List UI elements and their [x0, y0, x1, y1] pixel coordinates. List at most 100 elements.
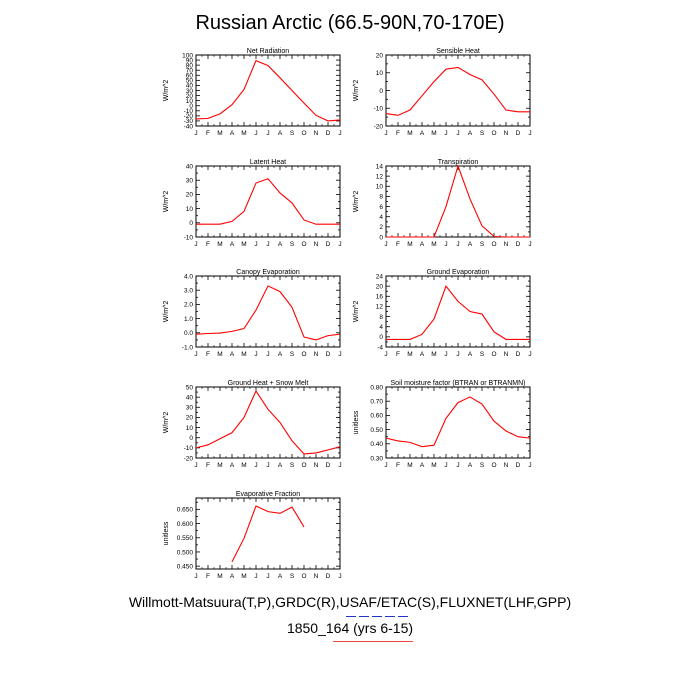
y-tick-label: 1.0 [184, 316, 193, 323]
x-tick-label: J [338, 130, 341, 137]
x-tick-label: M [431, 241, 436, 248]
x-tick-label: N [504, 241, 509, 248]
y-tick-label: 0.40 [370, 441, 383, 448]
y-axis-label: W/m^2 [163, 412, 170, 434]
x-tick-label: J [528, 351, 531, 358]
y-tick-label: 0.80 [370, 384, 383, 391]
chart-panel: Net Radiation W/m^2 -40-30-20-100102030405… [163, 48, 342, 137]
x-tick-label: F [396, 241, 400, 248]
y-axis-label: W/m^2 [163, 191, 170, 213]
x-tick-label: M [241, 573, 246, 580]
y-tick-label: 100 [182, 52, 193, 59]
x-tick-label: J [384, 130, 387, 137]
y-tick-label: 16 [376, 294, 384, 301]
x-tick-label: J [456, 241, 459, 248]
x-tick-label: N [314, 130, 319, 137]
y-tick-label: -10 [184, 445, 194, 452]
y-tick-label: 50 [186, 78, 194, 85]
y-tick-label: -4 [377, 344, 383, 351]
y-tick-label: 40 [186, 394, 194, 401]
panel-title: Canopy Evaporation [236, 269, 300, 276]
x-tick-label: M [217, 130, 222, 137]
legend-segment-blue [346, 616, 356, 617]
panel-title: Ground Evaporation [427, 269, 490, 276]
y-tick-label: 6 [379, 204, 383, 211]
y-tick-label: 60 [186, 73, 194, 80]
x-tick-label: F [206, 462, 210, 469]
y-tick-label: 0.70 [370, 399, 383, 406]
y-tick-label: 0.30 [370, 455, 383, 462]
x-tick-label: S [480, 130, 485, 137]
y-tick-label: 0 [189, 220, 193, 227]
y-tick-label: 4 [379, 324, 383, 331]
x-tick-label: O [491, 462, 496, 469]
panel-title: Evaporative Fraction [236, 491, 300, 498]
x-tick-label: M [431, 351, 436, 358]
x-tick-label: S [480, 351, 485, 358]
x-tick-label: M [217, 573, 222, 580]
y-tick-label: 30 [186, 178, 194, 185]
x-tick-label: N [314, 351, 319, 358]
y-tick-label: 8 [379, 314, 383, 321]
x-tick-label: N [314, 573, 319, 580]
y-tick-label: 50 [186, 384, 194, 391]
x-tick-label: J [194, 351, 197, 358]
legend-segment-blue [359, 616, 369, 617]
x-tick-label: D [326, 130, 331, 137]
y-tick-label: 20 [376, 52, 384, 59]
x-tick-label: S [290, 130, 295, 137]
y-tick-label: 0 [379, 234, 383, 241]
x-tick-label: N [314, 241, 319, 248]
y-tick-label: 10 [376, 184, 384, 191]
y-tick-label: 40 [186, 83, 194, 90]
plot-frame [385, 275, 531, 348]
y-tick-label: 80 [186, 62, 194, 69]
panel-title: Ground Heat + Snow Melt [228, 380, 309, 387]
x-tick-label: J [254, 573, 257, 580]
y-tick-label: 8 [379, 194, 383, 201]
x-tick-label: A [468, 241, 473, 248]
y-tick-label: 0.50 [370, 427, 383, 434]
y-tick-label: 3.0 [184, 288, 193, 295]
x-tick-label: J [266, 351, 269, 358]
x-tick-label: M [407, 462, 412, 469]
x-tick-label: A [468, 351, 473, 358]
x-tick-label: D [516, 241, 521, 248]
y-axis-label: W/m^2 [353, 301, 360, 323]
y-tick-label: 20 [186, 93, 194, 100]
footer-source: Willmott-Matsuura(T,P),GRDC(R),USAF/ETAC… [128, 594, 572, 610]
x-tick-label: O [301, 462, 306, 469]
y-tick-label: 90 [186, 57, 194, 64]
legend-segment-blue [398, 616, 408, 617]
chart-panel: Ground Heat + Snow Melt W/m^2 -20 -10 0 10 20 3… [163, 380, 342, 469]
y-tick-label: 0.450 [177, 563, 194, 570]
x-tick-label: J [456, 462, 459, 469]
y-tick-label: 2 [379, 224, 383, 231]
y-tick-label: 0.550 [177, 535, 194, 542]
series-line [195, 285, 341, 341]
series-line [196, 178, 340, 225]
plot-frame [195, 497, 341, 570]
x-tick-label: J [338, 241, 341, 248]
x-tick-label: J [444, 351, 447, 358]
y-tick-label: -30 [184, 118, 194, 125]
y-tick-label: -1.0 [182, 344, 194, 351]
y-tick-label: 0.60 [370, 413, 383, 420]
x-tick-label: O [301, 241, 306, 248]
x-tick-label: A [230, 241, 235, 248]
x-tick-label: S [290, 573, 295, 580]
x-tick-label: A [468, 130, 473, 137]
x-tick-label: J [254, 351, 257, 358]
y-tick-label: 12 [376, 304, 384, 311]
x-tick-label: J [266, 462, 269, 469]
plot-frame [195, 386, 341, 459]
x-tick-label: N [504, 130, 509, 137]
x-tick-label: J [338, 462, 341, 469]
x-tick-label: A [278, 462, 283, 469]
x-tick-label: F [206, 130, 210, 137]
x-tick-label: J [266, 573, 269, 580]
y-tick-label: 4 [379, 214, 383, 221]
